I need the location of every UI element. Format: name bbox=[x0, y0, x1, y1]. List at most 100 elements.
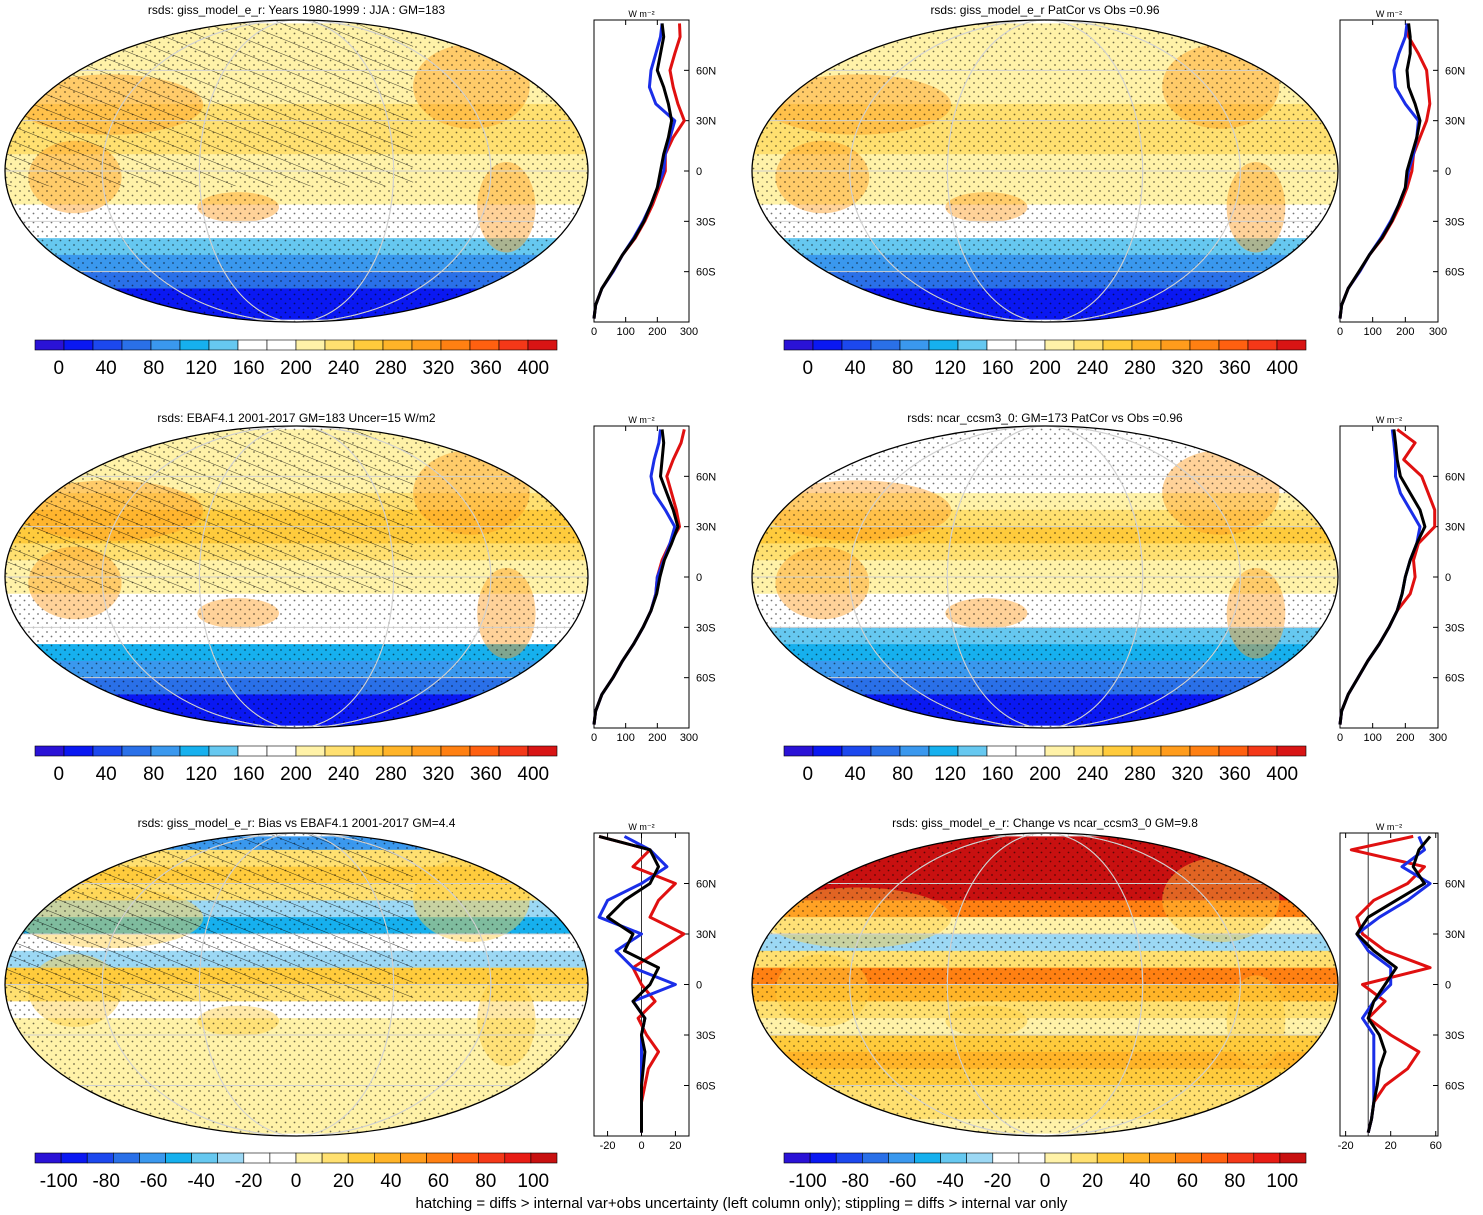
colorbar-cell bbox=[63, 339, 94, 351]
colorbar-cell bbox=[295, 745, 326, 757]
colorbar-cell bbox=[1131, 745, 1162, 757]
profile-line-red bbox=[1338, 23, 1432, 319]
x-tick-label: 100 bbox=[616, 732, 634, 744]
map-field bbox=[5, 426, 588, 728]
x-tick-label: 100 bbox=[1363, 326, 1381, 338]
x-tick-label: 200 bbox=[1396, 732, 1414, 744]
x-tick-label: 0 bbox=[638, 1140, 644, 1152]
y-tick-label: 60S bbox=[696, 1081, 716, 1093]
colorbar-cell bbox=[1247, 745, 1278, 757]
colorbar-cell bbox=[812, 339, 843, 351]
colorbar-cell bbox=[426, 1152, 453, 1164]
graticule-meridian bbox=[198, 426, 395, 728]
colorbar-cell bbox=[1189, 745, 1220, 757]
y-tick-label: 60N bbox=[696, 65, 716, 77]
graticule-meridian bbox=[849, 20, 1241, 322]
colorbar-label: 40 bbox=[380, 1171, 401, 1192]
colorbar-cell bbox=[266, 339, 297, 351]
colorbar-cell bbox=[440, 339, 471, 351]
colorbar-cell bbox=[1044, 339, 1075, 351]
colorbar-label: 120 bbox=[185, 358, 217, 379]
colorbar-cell bbox=[208, 745, 239, 757]
colorbar-label: 80 bbox=[143, 358, 164, 379]
profile-units: W m⁻² bbox=[1376, 822, 1402, 832]
zonal-profile: W m⁻² 0 100 200 300 60N 30N 0 30S 60S bbox=[1337, 9, 1465, 338]
y-tick-label: 60S bbox=[1445, 1081, 1465, 1093]
y-tick-label: 30N bbox=[1445, 116, 1465, 128]
map-frame bbox=[751, 19, 1339, 323]
colorbar-label: 320 bbox=[423, 358, 455, 379]
colorbar-label: -100 bbox=[789, 1171, 827, 1192]
colorbar-label: 360 bbox=[1219, 764, 1251, 785]
colorbar-cell bbox=[411, 745, 442, 757]
y-tick-label: 30S bbox=[696, 622, 716, 634]
profile-line-black bbox=[1338, 23, 1422, 319]
colorbar-label: 80 bbox=[1224, 1171, 1245, 1192]
map-frame bbox=[4, 425, 589, 729]
colorbar-label: -40 bbox=[187, 1171, 214, 1192]
colorbar: 0 40 80 120 160 200 240 280 320 360 400 bbox=[783, 339, 1307, 379]
colorbar-cell bbox=[870, 339, 901, 351]
colorbar-cell bbox=[498, 339, 529, 351]
map-frame bbox=[4, 832, 589, 1137]
colorbar-cell bbox=[928, 339, 959, 351]
colorbar-cell bbox=[1175, 1152, 1202, 1164]
colorbar-cell bbox=[165, 1152, 192, 1164]
colorbar-label: 80 bbox=[892, 358, 913, 379]
y-tick-label: 0 bbox=[1445, 980, 1451, 992]
colorbar-label: 360 bbox=[1219, 358, 1251, 379]
x-tick-label: 100 bbox=[616, 326, 634, 338]
profile-line-black bbox=[592, 23, 674, 319]
profile-line-red bbox=[1349, 834, 1432, 1133]
colorbar-label: 400 bbox=[1266, 764, 1298, 785]
panel-title: rsds: giss_model_e_r PatCor vs Obs =0.96 bbox=[930, 3, 1159, 17]
colorbar-cell bbox=[34, 1152, 62, 1164]
colorbar-label: 160 bbox=[982, 358, 1014, 379]
graticule-meridian bbox=[198, 833, 395, 1136]
colorbar-cell bbox=[208, 339, 239, 351]
profile-line-black bbox=[598, 834, 660, 1133]
map-frame bbox=[751, 832, 1339, 1137]
zonal-profile: W m⁻² 0 100 200 300 60N 30N 0 30S 60S bbox=[1337, 415, 1465, 744]
profile-line-black bbox=[592, 429, 680, 725]
y-tick-label: 60S bbox=[696, 673, 716, 685]
map-field bbox=[5, 20, 588, 322]
colorbar-cell bbox=[86, 1152, 114, 1164]
x-tick-label: 300 bbox=[1429, 732, 1447, 744]
x-tick-label: -20 bbox=[600, 1140, 616, 1152]
colorbar-cell bbox=[1189, 339, 1220, 351]
hatching-overlay bbox=[5, 833, 414, 1000]
y-tick-label: 0 bbox=[1445, 166, 1451, 178]
x-tick-label: 200 bbox=[1396, 326, 1414, 338]
profile-line-blue bbox=[592, 23, 677, 319]
colorbar-label: 240 bbox=[1077, 358, 1109, 379]
x-tick-label: 20 bbox=[1385, 1140, 1397, 1152]
colorbar-label: 320 bbox=[1172, 764, 1204, 785]
y-tick-label: 30N bbox=[1445, 929, 1465, 941]
colorbar-cell bbox=[469, 745, 500, 757]
colorbar-label: 20 bbox=[333, 1171, 354, 1192]
x-tick-label: 300 bbox=[1429, 326, 1447, 338]
x-tick-label: 0 bbox=[591, 732, 597, 744]
colorbar-cell bbox=[179, 745, 210, 757]
colorbar-label: 280 bbox=[1124, 764, 1156, 785]
colorbar-label: 320 bbox=[1172, 358, 1204, 379]
map-frame bbox=[4, 19, 589, 323]
colorbar: 0 40 80 120 160 200 240 280 320 360 400 bbox=[34, 339, 558, 379]
colorbar-cell bbox=[1276, 745, 1307, 757]
colorbar-label: 40 bbox=[96, 358, 117, 379]
graticule-meridian bbox=[946, 20, 1144, 322]
colorbar-cell bbox=[783, 339, 814, 351]
colorbar-cell bbox=[899, 745, 930, 757]
y-tick-label: 60N bbox=[696, 879, 716, 891]
colorbar-label: 200 bbox=[1029, 358, 1061, 379]
colorbar-cell bbox=[783, 1152, 811, 1164]
panel-title: rsds: giss_model_e_r: Change vs ncar_ccs… bbox=[892, 816, 1198, 830]
colorbar-cell bbox=[469, 339, 500, 351]
colorbar-label: 0 bbox=[291, 1171, 302, 1192]
colorbar-label: -80 bbox=[92, 1171, 119, 1192]
colorbar-cell bbox=[60, 1152, 88, 1164]
colorbar-cell bbox=[382, 745, 413, 757]
colorbar-cell bbox=[888, 1152, 915, 1164]
